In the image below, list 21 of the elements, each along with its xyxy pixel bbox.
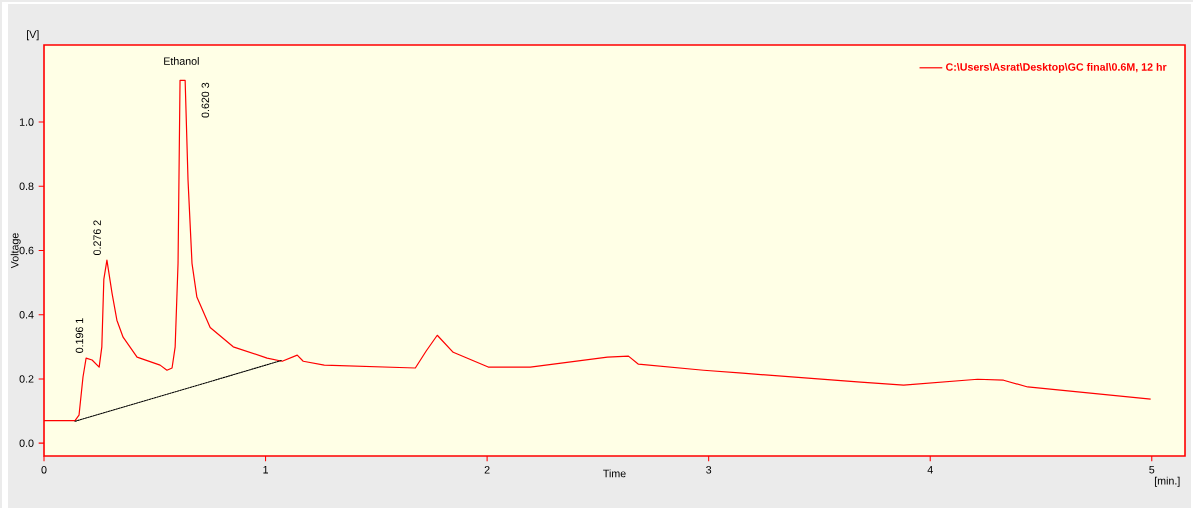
y-tick-label: 0.6 (19, 246, 34, 255)
text: [V] (27, 30, 39, 41)
annotation: 0.196 1 (75, 318, 84, 353)
y-tick-label: 0.0 (19, 439, 34, 447)
text: [min.] (1154, 476, 1180, 487)
x-axis-title: Time (603, 469, 626, 478)
y-tick-label: 1.0 (19, 118, 34, 126)
x-tick-label: 1 (263, 466, 269, 474)
annotation: 0.276 2 (93, 220, 101, 255)
legend-label: C:\Users\Asrat\Desktop\GC final\0.6M, 12 hr (946, 62, 1167, 73)
x-tick-label: 3 (706, 466, 712, 474)
x-tick-label: 0 (41, 466, 47, 474)
y-tick-label: 0.8 (19, 182, 34, 191)
x-tick-label: 5 (1149, 466, 1155, 474)
x-tick-label: 2 (484, 466, 490, 474)
x-tick-label: 4 (927, 466, 933, 474)
y-tick-label: 0.2 (19, 375, 34, 383)
annotation: 0.620 3 (201, 82, 210, 118)
y-tick-label: 0.4 (19, 310, 34, 319)
annotation: Ethanol (164, 57, 199, 65)
y-axis-title: Voltage (10, 233, 21, 269)
